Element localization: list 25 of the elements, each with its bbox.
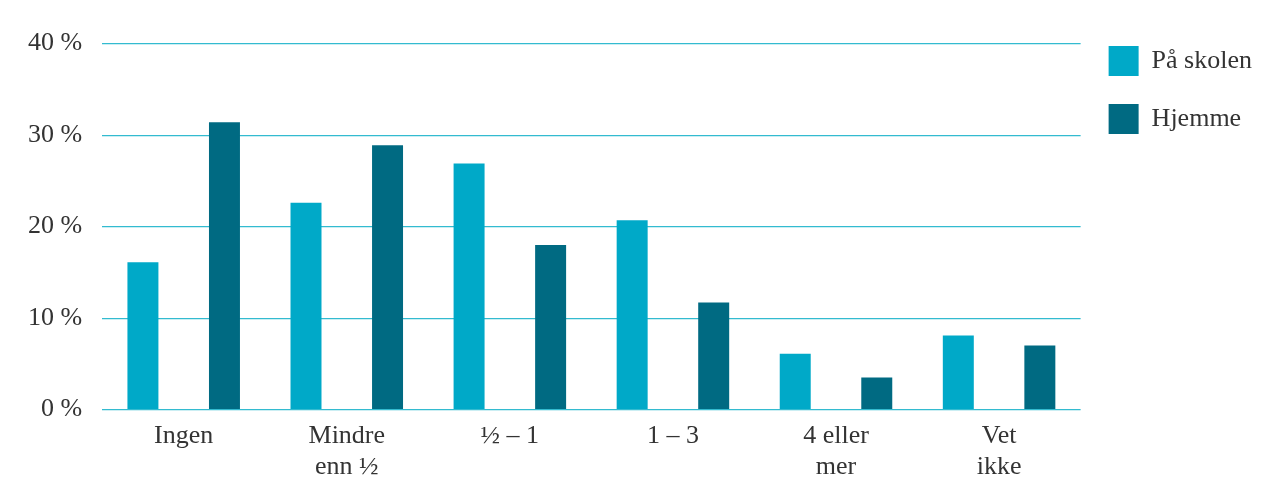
bar xyxy=(779,353,811,409)
x-tick-label: Ingen xyxy=(154,420,214,450)
bar xyxy=(535,244,567,409)
bar xyxy=(127,262,159,409)
y-tick-label: 20 % xyxy=(27,210,83,240)
x-tick-label: Mindre enn ½ xyxy=(308,420,386,481)
bar xyxy=(1024,345,1056,409)
x-tick-label: 1 – 3 xyxy=(646,420,699,450)
x-tick-label: 4 eller mer xyxy=(803,420,870,481)
y-tick-label: 30 % xyxy=(27,118,83,148)
bar xyxy=(861,377,893,409)
bar xyxy=(616,220,648,409)
bar xyxy=(290,202,322,409)
bar xyxy=(453,163,485,409)
y-tick-label: 0 % xyxy=(40,393,83,423)
y-tick-label: 40 % xyxy=(27,27,83,57)
legend-label: På skolen xyxy=(1151,44,1253,74)
bar xyxy=(942,335,974,409)
bar xyxy=(698,302,730,409)
legend-label: Hjemme xyxy=(1151,102,1242,132)
bar xyxy=(208,122,240,409)
x-tick-label: Vet ikke xyxy=(976,420,1022,481)
y-tick-label: 10 % xyxy=(27,301,83,331)
x-tick-label: ½ – 1 xyxy=(480,420,540,450)
bar xyxy=(372,145,404,409)
